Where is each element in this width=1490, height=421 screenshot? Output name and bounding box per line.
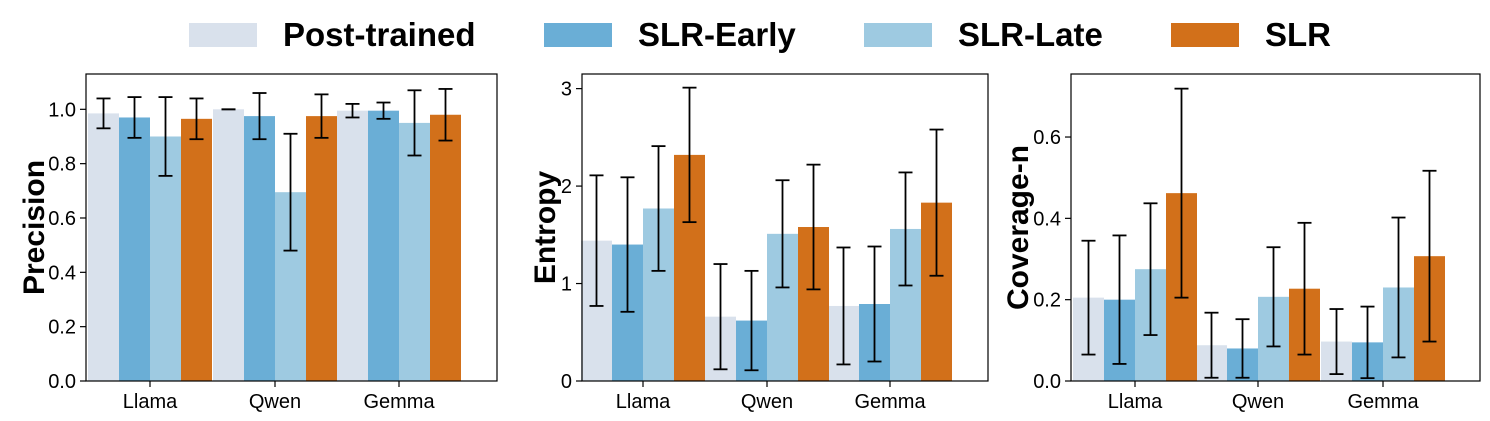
error-bar-slr-early-gemma (1360, 305, 1375, 380)
y-tick-label: 0.0 (1033, 371, 1061, 393)
error-bar-post-trained-llama (96, 97, 111, 130)
bar-post-trained-llama (88, 113, 119, 382)
error-bar-slr-late-qwen (775, 179, 790, 289)
bar-slr-llama (181, 118, 212, 382)
error-bar-slr-early-qwen (252, 92, 267, 141)
legend-label-slr-late: SLR-Late (958, 16, 1103, 53)
plot-frame (85, 73, 498, 382)
bar-slr-qwen (306, 116, 337, 381)
legend-swatch-post-trained (189, 23, 257, 47)
error-bar-post-trained-qwen (713, 263, 728, 371)
error-bar-slr-late-llama (1143, 202, 1158, 336)
y-tick-label: 0.6 (1033, 127, 1061, 149)
x-tick-label-llama: Llama (1108, 391, 1163, 413)
bar-slr-early-gemma (368, 110, 399, 381)
y-tick-label: 0.4 (1033, 208, 1061, 230)
error-bar-slr-gemma (1422, 169, 1437, 343)
error-bar-post-trained-llama (589, 174, 604, 307)
bar-post-trained-qwen (213, 109, 244, 382)
plot-frame (581, 73, 989, 382)
y-axis-label: Precision (18, 160, 51, 295)
chart-precision: 0.0 0.2 0.4 0.6 0.8 1.0 Llama Qwen Gemma Precisio… (18, 73, 498, 413)
x-tick-label-qwen: Qwen (1232, 391, 1284, 413)
error-bar-slr-early-llama (127, 96, 142, 139)
error-bar-slr-gemma (929, 128, 944, 277)
error-bar-slr-late-llama (158, 96, 173, 177)
error-bar-slr-early-llama (1112, 234, 1127, 365)
bar-slr-early-llama (119, 117, 150, 381)
legend-swatch-slr (1171, 23, 1239, 47)
y-tick-label: 0.4 (48, 262, 76, 284)
legend-label-slr-early: SLR-Early (638, 16, 796, 53)
y-tick-label: 3 (561, 79, 572, 101)
x-tick-label-qwen: Qwen (249, 391, 301, 413)
chart-coverage-n: 0.0 0.2 0.4 0.6 Llama Qwen Gemma Coverage-n (1002, 73, 1481, 413)
x-tick-label-llama: Llama (123, 391, 178, 413)
bar-slr-early-qwen (244, 116, 275, 381)
error-bar-slr-early-gemma (376, 101, 391, 120)
error-bar-slr-early-qwen (744, 269, 759, 372)
error-bar-post-trained-gemma (345, 102, 360, 119)
y-tick-label: 0.6 (48, 208, 76, 230)
y-tick-label: 1 (561, 274, 572, 296)
legend-item-slr-early: SLR-Early (544, 14, 796, 56)
error-bar-slr-qwen (314, 93, 329, 139)
error-bar-slr-early-qwen (1235, 318, 1250, 379)
bar-post-trained-gemma (337, 110, 368, 381)
x-tick-label-gemma: Gemma (363, 391, 435, 413)
y-tick-label: 0 (561, 371, 572, 393)
x-tick-label-gemma: Gemma (854, 391, 926, 413)
y-tick-label: 0.2 (1033, 290, 1061, 312)
bar-slr-late-gemma (399, 122, 430, 382)
error-bar-slr-late-gemma (898, 171, 913, 287)
y-axis-label: Coverage-n (1002, 145, 1035, 310)
chart-entropy: 0 1 2 3 Llama Qwen Gemma Entropy (529, 73, 989, 413)
x-tick-label-qwen: Qwen (741, 391, 793, 413)
y-axis-label: Entropy (529, 171, 562, 285)
error-bar-post-trained-gemma (836, 246, 851, 366)
error-bar-slr-late-qwen (1266, 246, 1281, 348)
error-bar-slr-early-llama (620, 176, 635, 313)
legend-swatch-slr-early (544, 23, 612, 47)
legend-label-slr: SLR (1265, 16, 1331, 53)
y-tick-label: 1.0 (48, 99, 76, 121)
bar-slr-gemma (430, 114, 461, 382)
y-tick-label: 2 (561, 176, 572, 198)
error-bar-slr-late-llama (651, 145, 666, 272)
y-tick-label: 0.2 (48, 317, 76, 339)
legend-item-slr: SLR (1171, 14, 1331, 56)
error-bar-slr-llama (682, 86, 697, 224)
error-bar-slr-late-gemma (1391, 216, 1406, 359)
error-bar-slr-llama (1174, 87, 1189, 299)
error-bar-slr-early-gemma (867, 245, 882, 363)
error-bar-post-trained-gemma (1329, 308, 1344, 375)
error-bar-slr-qwen (1297, 221, 1312, 356)
x-tick-label-gemma: Gemma (1347, 391, 1419, 413)
error-bar-post-trained-llama (1081, 239, 1096, 356)
x-tick-label-llama: Llama (616, 391, 671, 413)
legend-swatch-slr-late (864, 23, 932, 47)
error-bar-slr-llama (189, 97, 204, 141)
error-bar-slr-qwen (806, 163, 821, 291)
legend-item-post-trained: Post-trained (189, 14, 476, 56)
error-bar-slr-late-gemma (407, 89, 422, 157)
legend: Post-trained SLR-Early SLR-Late SLR (0, 0, 1490, 70)
y-tick-label: 0.8 (48, 154, 76, 176)
error-bar-slr-late-qwen (283, 132, 298, 252)
y-tick-label: 0.0 (48, 371, 76, 393)
legend-label-post-trained: Post-trained (283, 16, 476, 53)
legend-item-slr-late: SLR-Late (864, 14, 1103, 56)
error-bar-slr-gemma (438, 88, 453, 142)
plot-frame (1070, 73, 1481, 382)
error-bar-post-trained-qwen (1204, 311, 1219, 379)
bar-slr-late-llama (150, 136, 181, 381)
